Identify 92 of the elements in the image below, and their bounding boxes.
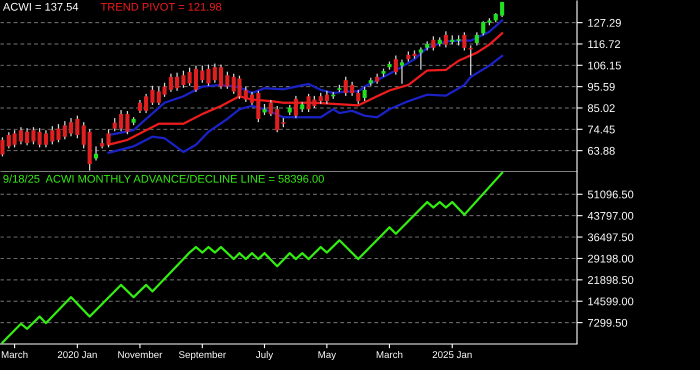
candlestick (181, 70, 186, 88)
y-tick-label: 74.45 (588, 126, 615, 134)
candlestick (318, 92, 323, 105)
candlestick (306, 93, 311, 113)
candlestick (268, 99, 273, 117)
candlestick (112, 117, 117, 132)
candlestick (144, 93, 148, 114)
candlestick (312, 95, 316, 109)
candlestick (25, 128, 30, 146)
annotation: ACWI = 137.54 (2, 2, 78, 11)
candlestick (38, 128, 42, 148)
candlestick (125, 110, 130, 135)
candlestick (225, 71, 230, 90)
line-series (107, 32, 504, 146)
line-series (107, 54, 504, 154)
candlestick (281, 117, 286, 128)
y-tick-label: 43797.00 (588, 212, 634, 220)
candlestick (218, 64, 224, 90)
candlestick (250, 91, 254, 106)
candlestick (168, 73, 173, 92)
x-tick-label: 2025 Jan (432, 351, 472, 358)
y-tick-label: 116.72 (588, 40, 620, 48)
candlestick (350, 81, 354, 97)
candlestick (494, 12, 498, 23)
candlestick (406, 50, 410, 62)
line-series (1, 172, 504, 344)
candlestick (418, 46, 423, 70)
candlestick (444, 30, 448, 48)
candlestick (344, 76, 348, 97)
candlestick (481, 20, 486, 36)
candlestick (468, 44, 473, 76)
candlestick (206, 64, 211, 86)
candlestick (200, 64, 204, 84)
candlestick (175, 72, 180, 92)
candlestick (68, 117, 74, 137)
x-tick-label: July (256, 350, 274, 360)
candlestick (500, 1, 504, 18)
candlestick (56, 124, 61, 143)
y-tick-label: 36497.50 (588, 233, 634, 242)
candlestick (450, 34, 454, 46)
y-tick-label: 63.88 (588, 146, 615, 155)
candlestick (50, 126, 54, 145)
candlestick (262, 103, 267, 116)
candlestick (356, 89, 360, 105)
y-tick-label: 127.29 (588, 18, 621, 27)
candlestick (0, 136, 5, 158)
candlestick (119, 109, 124, 132)
annotation: 9/18/25 ACWI MONTHLY ADVANCE/DECLINE LINE = 58396.00 (3, 174, 324, 183)
y-tick-label: 14599.00 (588, 297, 634, 306)
candlestick (400, 58, 404, 84)
candlestick (100, 138, 104, 150)
candlestick (94, 146, 98, 162)
candlestick (456, 34, 461, 46)
x-tick-label: March (2, 350, 28, 358)
candlestick (31, 126, 36, 145)
candlestick (188, 67, 192, 86)
annotation: TREND PIVOT = 121.98 (100, 2, 222, 11)
candlestick (438, 36, 442, 48)
x-tick-label: May (318, 351, 336, 360)
candlestick (244, 86, 248, 103)
candlestick (288, 104, 292, 116)
candlestick (394, 54, 398, 76)
candlestick (62, 120, 67, 140)
candlestick (362, 86, 367, 102)
candlestick (300, 101, 304, 113)
candlestick (462, 32, 466, 52)
y-tick-label: 51096.50 (588, 190, 634, 198)
candlestick (275, 105, 280, 133)
candlestick (431, 36, 436, 52)
candlestick (150, 85, 155, 106)
candlestick (75, 115, 80, 139)
candlestick (138, 99, 142, 114)
y-tick-label: 7299.50 (588, 318, 628, 327)
candlestick (212, 62, 217, 84)
candlestick (18, 126, 23, 145)
y-tick-label: 29198.00 (588, 254, 634, 263)
x-tick-label: 2020 Jan (58, 351, 97, 358)
candlestick (375, 73, 380, 84)
candlestick (474, 32, 479, 46)
candlestick (44, 130, 48, 148)
y-tick-label: 95.59 (588, 82, 615, 91)
y-tick-label: 106.15 (588, 62, 621, 70)
candlestick (324, 90, 329, 105)
x-tick-label: September (178, 350, 226, 360)
y-tick-label: 85.02 (588, 104, 615, 112)
candlestick (106, 128, 111, 148)
x-tick-label: March (376, 350, 402, 358)
candlestick (294, 95, 298, 119)
x-tick-label: November (118, 350, 162, 358)
y-tick-label: 21898.50 (588, 276, 634, 284)
candlestick (194, 64, 198, 92)
candlestick (425, 40, 430, 52)
